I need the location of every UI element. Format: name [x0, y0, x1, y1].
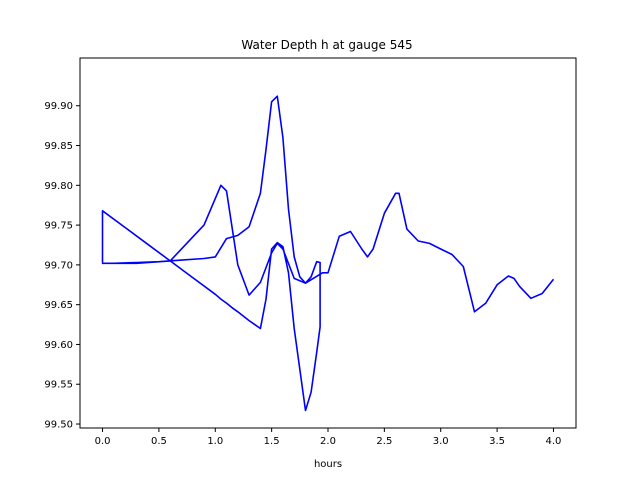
- x-axis: 0.0 0.5 1.0 1.5 2.0 2.5 3.0 3.5 4.0: [95, 428, 562, 447]
- x-axis-label: hours: [314, 459, 342, 470]
- x-tick-label: 3.0: [433, 436, 449, 447]
- y-tick-label: 99.80: [44, 181, 73, 192]
- x-tick-label: 0.0: [95, 436, 111, 447]
- x-tick-label: 0.5: [151, 436, 167, 447]
- y-tick-label: 99.60: [44, 340, 73, 351]
- y-tick-label: 99.90: [44, 101, 73, 112]
- x-tick-label: 1.5: [264, 436, 280, 447]
- y-tick-label: 99.50: [44, 420, 73, 431]
- plot-frame: [79, 57, 577, 429]
- x-tick-label: 2.5: [376, 436, 392, 447]
- y-tick-label: 99.75: [44, 221, 73, 232]
- x-tick-label: 4.0: [546, 436, 562, 447]
- y-axis: 99.50 99.55 99.60 99.65 99.70 99.75 99.80 99.85…: [44, 101, 80, 431]
- chart-title: Water Depth h at gauge 545: [241, 38, 412, 52]
- x-tick-label: 2.0: [320, 436, 336, 447]
- y-tick-label: 99.55: [44, 380, 73, 391]
- y-tick-label: 99.70: [44, 260, 73, 271]
- series-line-0: [101, 95, 555, 412]
- y-tick-label: 99.85: [44, 141, 73, 152]
- x-tick-label: 3.5: [489, 436, 505, 447]
- y-tick-label: 99.65: [44, 300, 73, 311]
- plot-area: [101, 95, 555, 412]
- x-tick-label: 1.0: [207, 436, 223, 447]
